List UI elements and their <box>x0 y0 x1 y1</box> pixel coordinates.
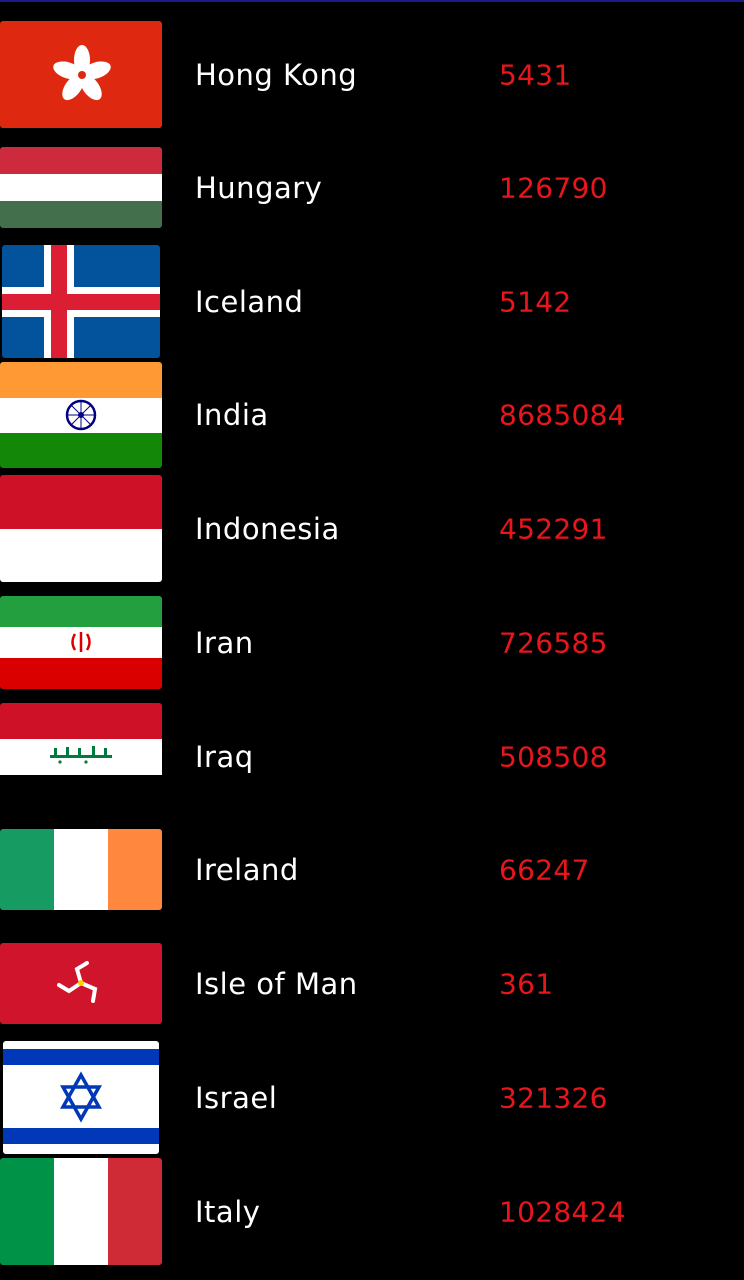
iraq-flag-icon <box>0 703 162 810</box>
hungary-flag-icon <box>0 147 162 228</box>
country-name: Israel <box>195 1080 278 1115</box>
country-name: Hungary <box>195 170 323 205</box>
list-item[interactable]: India 8685084 <box>0 358 744 471</box>
country-name: Indonesia <box>195 511 340 546</box>
country-count: 5431 <box>499 58 572 91</box>
list-item[interactable]: Ireland 66247 <box>0 813 744 926</box>
indonesia-flag-icon <box>0 475 162 582</box>
country-name: Isle of Man <box>195 966 358 1001</box>
list-item[interactable]: Israel 321326 <box>0 1041 744 1154</box>
isle-of-man-flag-icon <box>0 943 162 1024</box>
list-item[interactable]: Italy 1028424 <box>0 1155 744 1268</box>
country-name: Ireland <box>195 852 299 887</box>
country-name: Italy <box>195 1194 261 1229</box>
country-name: Iran <box>195 625 254 660</box>
iran-flag-icon <box>0 596 162 689</box>
iceland-flag-icon <box>2 245 160 358</box>
italy-flag-icon <box>0 1158 162 1265</box>
country-count: 126790 <box>499 171 608 204</box>
country-count: 361 <box>499 967 554 1000</box>
india-flag-icon <box>0 362 162 468</box>
country-count: 508508 <box>499 740 608 773</box>
hong-kong-flag-icon <box>0 21 162 128</box>
country-count: 8685084 <box>499 398 626 431</box>
country-count: 452291 <box>499 512 608 545</box>
country-name: Iceland <box>195 284 304 319</box>
country-count: 5142 <box>499 285 572 318</box>
top-divider <box>0 0 744 2</box>
list-item[interactable]: Indonesia 452291 <box>0 472 744 585</box>
country-count: 66247 <box>499 853 590 886</box>
list-item[interactable]: Hong Kong 5431 <box>0 18 744 131</box>
country-count: 1028424 <box>499 1195 626 1228</box>
israel-flag-icon <box>3 1041 159 1154</box>
list-item[interactable]: Iran 726585 <box>0 586 744 699</box>
country-name: Hong Kong <box>195 57 358 92</box>
ireland-flag-icon <box>0 829 162 910</box>
country-name: Iraq <box>195 739 254 774</box>
list-item[interactable]: Iraq 508508 <box>0 700 744 813</box>
list-item[interactable]: Iceland 5142 <box>0 245 744 358</box>
country-name: India <box>195 397 269 432</box>
list-item[interactable]: Isle of Man 361 <box>0 927 744 1040</box>
country-count: 321326 <box>499 1081 608 1114</box>
list-item[interactable]: Hungary 126790 <box>0 131 744 244</box>
country-count: 726585 <box>499 626 608 659</box>
